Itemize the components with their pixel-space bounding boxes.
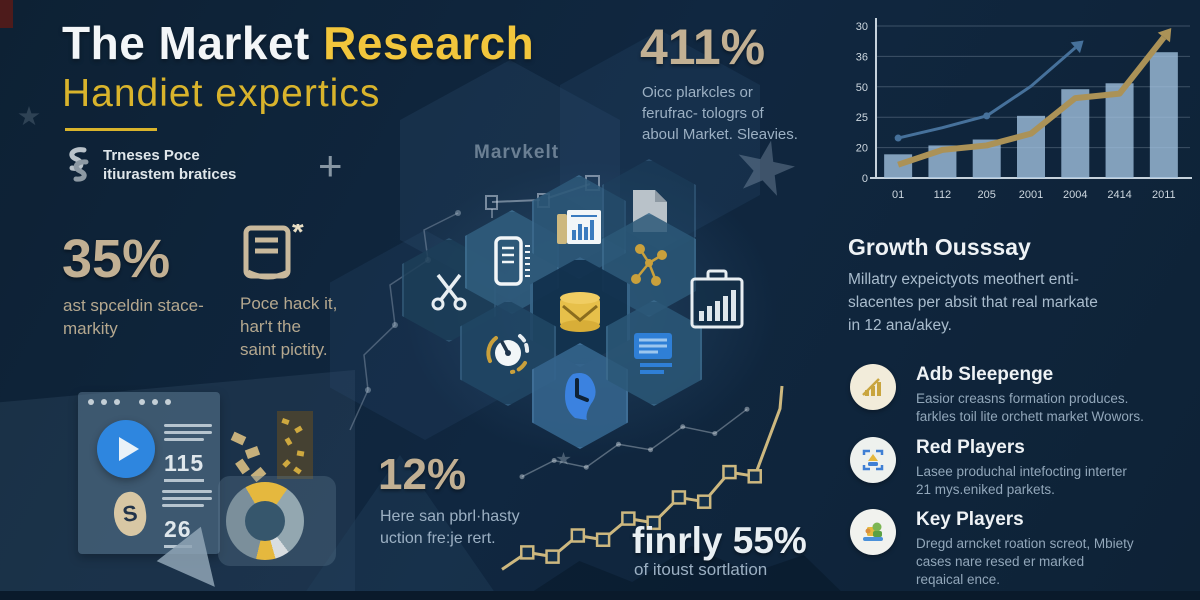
document-chart-icon: [557, 210, 601, 244]
window-controls: [88, 399, 171, 405]
text-lines-icon: [634, 333, 672, 374]
document-asterisk-icon: *: [243, 224, 304, 280]
bottom-edge-bar: [0, 591, 1200, 600]
coin-s-icon: S: [111, 489, 149, 539]
list-item-red-players: Red Players Lasee produchal intefocting …: [850, 437, 1180, 499]
list-item-body: Easior creasns formation produces. farkl…: [916, 391, 1144, 424]
confetti-piece: [230, 431, 247, 446]
svg-text:2011: 2011: [1152, 189, 1176, 201]
svg-text:20: 20: [856, 143, 868, 155]
growth-paragraph: Millatry expeictyots meothert enti- slac…: [848, 271, 1098, 334]
list-item-key-players: Key Players Dregd arncket roation screot…: [850, 509, 1180, 589]
workstation-icon: [850, 509, 896, 555]
network-nodes-icon: [631, 244, 667, 286]
list-item-body: Dregd arncket roation screot, Mbiety cas…: [916, 536, 1134, 587]
stat-411-value: 411%: [640, 19, 766, 75]
svg-text:30: 30: [856, 21, 868, 33]
maroon-corner-strip: [0, 0, 13, 28]
stat-55-caption: of itoust sortlation: [634, 560, 768, 579]
page-title: The Market Research: [62, 16, 534, 70]
svg-text:2414: 2414: [1107, 189, 1131, 201]
svg-text:2001: 2001: [1019, 189, 1043, 201]
title-underline: [65, 128, 157, 131]
svg-text:*: *: [292, 224, 304, 249]
stat-12-caption: Here san pbrl·hasty uction fre:je rert.: [380, 508, 520, 547]
stat-35-caption: ast spceldin stace- markity: [63, 296, 204, 338]
confetti-piece: [250, 466, 267, 483]
stat-55-value: finrly 55%: [632, 520, 807, 561]
brand-logo-icon: [69, 147, 89, 182]
growth-heading: Growth Ousssay: [848, 234, 1031, 260]
plus-icon: +: [318, 142, 343, 189]
gold-speckle-panel: [277, 411, 313, 479]
stat-12-value: 12%: [378, 450, 467, 499]
play-icon: [119, 437, 139, 461]
list-item-body: Lasee produchal intefocting interter 21 …: [916, 464, 1127, 497]
svg-text:0: 0: [862, 173, 868, 185]
svg-text:205: 205: [978, 189, 996, 201]
hexagon-icon-cluster: [402, 159, 775, 450]
svg-text:50: 50: [856, 82, 868, 94]
svg-text:01: 01: [892, 189, 904, 201]
donut-hole: [245, 501, 285, 541]
page-title-white: The Market: [62, 17, 324, 69]
bar-growth-icon: [850, 364, 896, 410]
brand-line2: itiurastem bratices: [103, 166, 237, 183]
brand-line1: Trneses Poce: [103, 147, 200, 164]
database-mail-icon: [560, 292, 600, 332]
note-caption: Poce hack it, har't the saint pictity.: [240, 294, 338, 359]
smartphone-icon: [494, 236, 530, 286]
donut-chart: [226, 482, 304, 560]
confetti-piece: [235, 458, 250, 475]
svg-text:25: 25: [856, 112, 868, 124]
browser-window-mockup: 115 S 26: [78, 392, 220, 554]
page-title-accent: Research: [323, 17, 535, 69]
stat-35-value: 35%: [62, 229, 171, 289]
stat-411-caption: Oicc plarkcles or ferufrac- tologrs of a…: [642, 84, 798, 143]
star-decoration-small: [18, 106, 40, 126]
combo-bar-line-chart: 30 36 50 25 20 0 01 112 205 2001 2004 2414 2011: [856, 18, 1192, 201]
list-item-title: Red Players: [916, 437, 1025, 458]
list-item-title: Adb Sleepenge: [916, 364, 1054, 385]
list-item-adb-sleepenge: Adb Sleepenge Easior creasns formation p…: [850, 364, 1180, 426]
brand-block: Trneses Poce itiurastem bratices: [62, 146, 236, 184]
play-button[interactable]: [97, 420, 155, 478]
gauge-icon: [486, 334, 530, 374]
scissors-icon: [431, 273, 467, 311]
list-item-title: Key Players: [916, 509, 1024, 530]
confetti-piece: [244, 446, 261, 459]
watermark-label: Marvkelt: [474, 142, 560, 163]
svg-text:2004: 2004: [1063, 189, 1087, 201]
svg-text:112: 112: [934, 189, 952, 201]
mockup-value-115: 115: [164, 450, 205, 482]
mockup-value-26: 26: [164, 516, 192, 548]
star-decoration-tiny: [556, 452, 571, 465]
page-subtitle: Handiet expertics: [62, 72, 381, 115]
svg-text:36: 36: [856, 51, 868, 63]
blue-box-icon: [850, 437, 896, 483]
bar-chart-frame-icon: [690, 269, 744, 329]
hand-arrow-icon: [565, 373, 596, 420]
